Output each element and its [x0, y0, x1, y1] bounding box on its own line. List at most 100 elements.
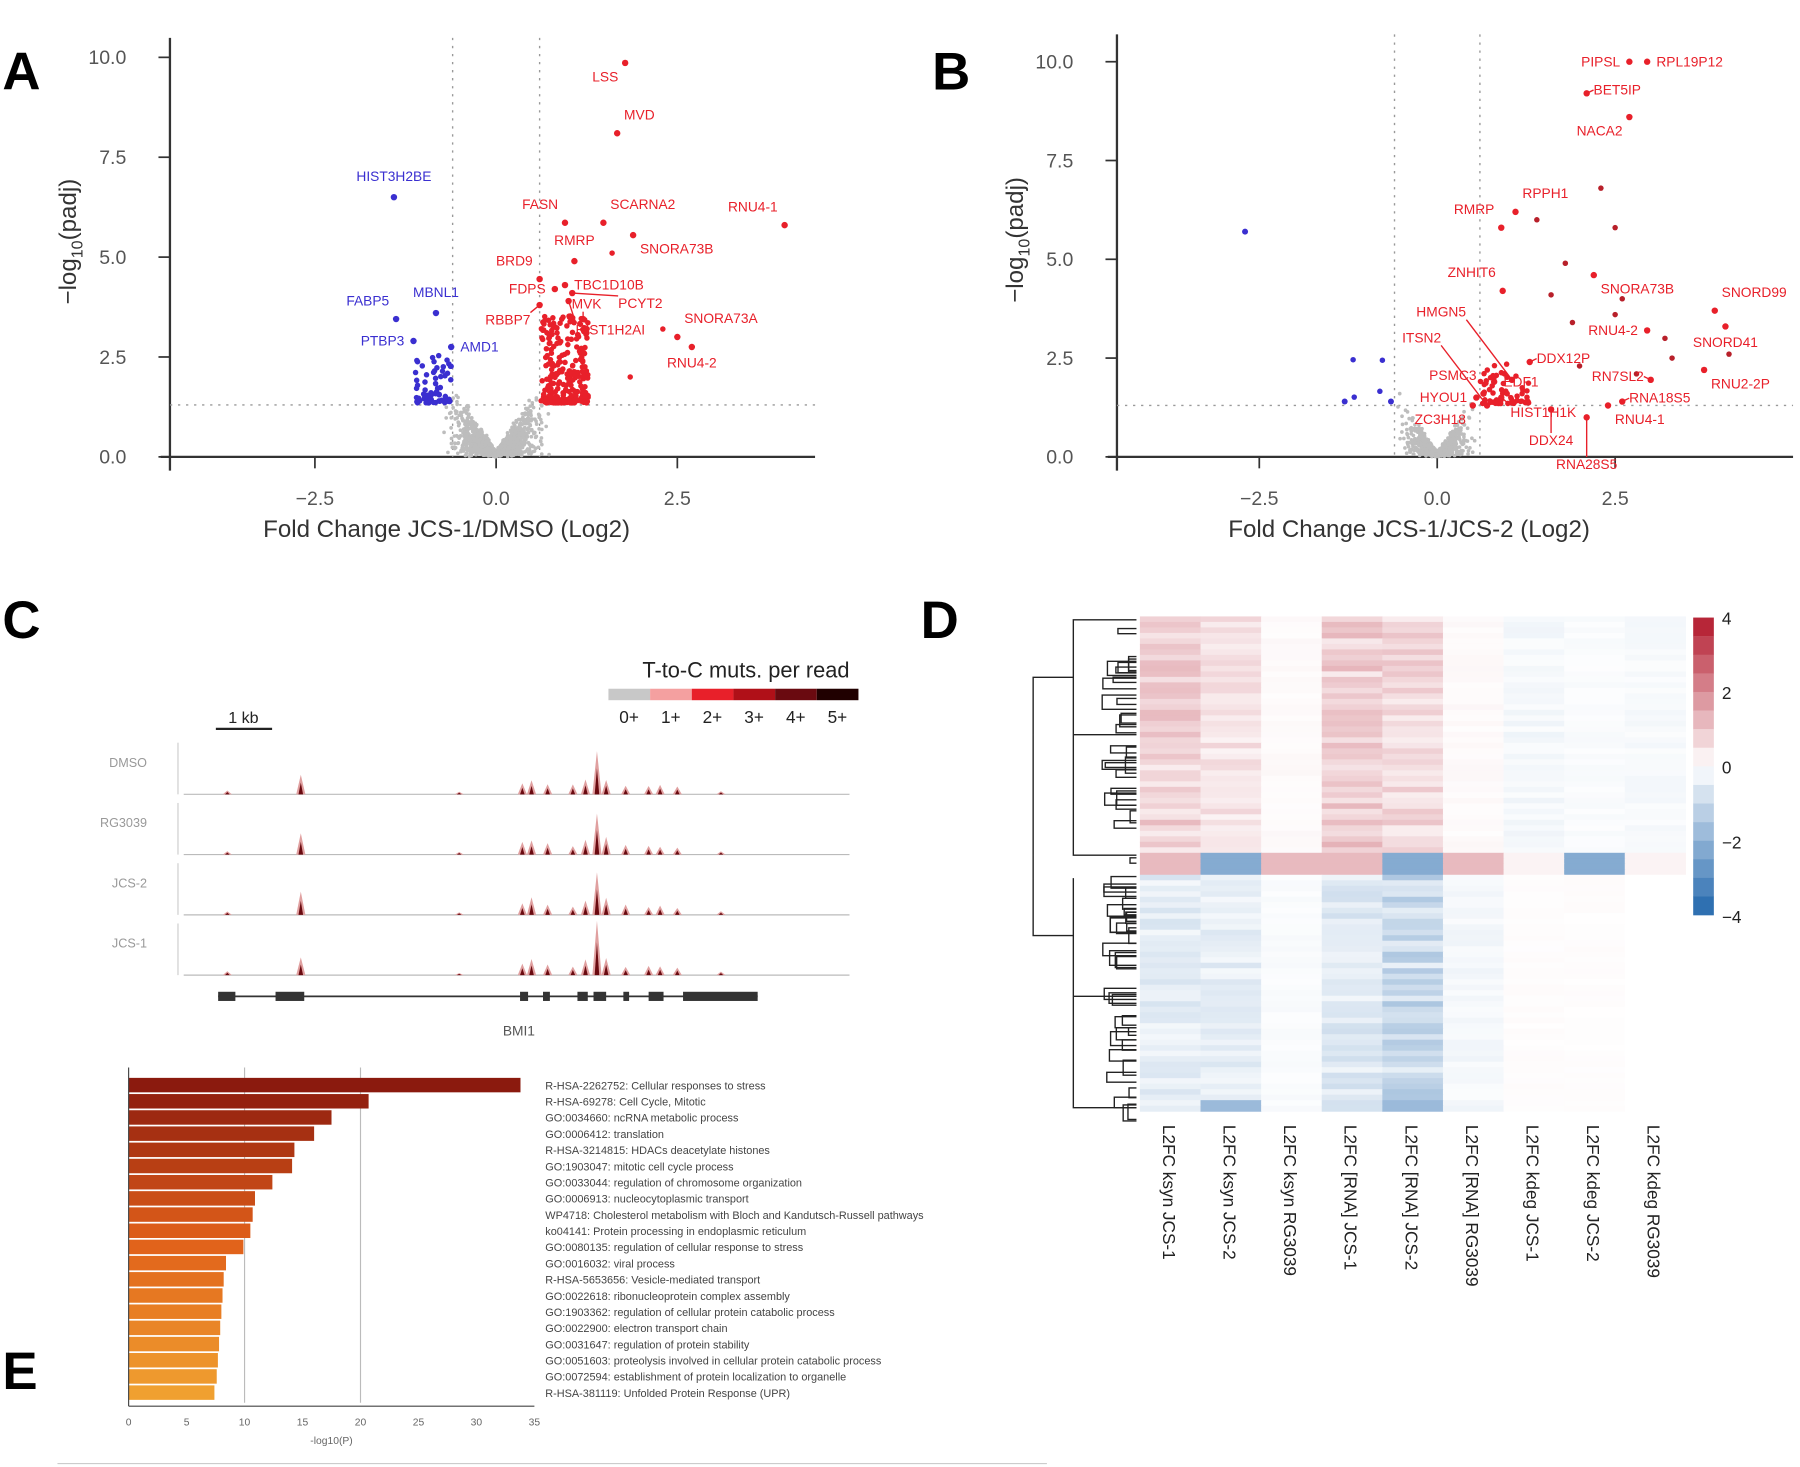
point-ns: [1425, 451, 1429, 456]
coverage-peak-mutations: [603, 904, 609, 915]
heatmap-cell: [1261, 687, 1323, 694]
coverage-peak-mutations: [623, 789, 628, 795]
point-ns: [513, 436, 518, 441]
gene-label: BRD9: [496, 253, 533, 268]
heatmap-cell: [1503, 1056, 1565, 1063]
heatmap-cell: [1503, 726, 1565, 733]
heatmap-cell: [1139, 825, 1202, 832]
point-ns: [1466, 448, 1471, 453]
coverage-peak-mutations: [545, 908, 550, 915]
heatmap-cell: [1382, 698, 1444, 705]
heatmap-cell: [1200, 1072, 1262, 1079]
point-labeled: [1499, 287, 1506, 295]
heatmap-cell: [1139, 929, 1202, 936]
heatmap-cell: [1261, 808, 1323, 815]
heatmap-cell: [1321, 814, 1383, 821]
heatmap-cell: [1139, 830, 1202, 837]
heatmap-cell: [1564, 1078, 1626, 1085]
bar: [128, 1255, 227, 1271]
heatmap-cell: [1261, 797, 1323, 804]
heatmap-cell: [1200, 869, 1262, 876]
heatmap-cell: [1624, 880, 1686, 887]
heatmap-cell: [1321, 913, 1383, 920]
heatmap-cell: [1442, 940, 1505, 947]
point-ns: [474, 444, 479, 449]
heatmap-cell: [1200, 896, 1262, 903]
heatmap-cell: [1139, 682, 1202, 689]
heatmap-cell: [1261, 1056, 1323, 1063]
point-ns: [516, 441, 521, 446]
heatmap-cell: [1564, 704, 1626, 711]
heatmap-cell: [1624, 1105, 1686, 1112]
heatmap-cell: [1200, 891, 1262, 898]
point-ns: [539, 452, 544, 456]
heatmap-cell: [1321, 1001, 1383, 1008]
heatmap-cell: [1442, 1056, 1505, 1063]
bar: [128, 1126, 315, 1141]
point-labeled: [1473, 394, 1480, 401]
heatmap-cell: [1321, 704, 1383, 711]
heatmap-cell: [1624, 676, 1686, 683]
point-ns: [478, 430, 483, 435]
point-ns: [504, 451, 508, 456]
coverage-peak-mutations: [657, 969, 663, 976]
heatmap-cell: [1261, 995, 1323, 1002]
heatmap-cell: [1564, 1012, 1626, 1019]
heatmap-cell: [1321, 643, 1383, 650]
gene-label: PCYT2: [618, 296, 662, 311]
dendrogram-leaf: [1117, 661, 1137, 674]
heatmap-cell: [1503, 649, 1565, 656]
exon: [577, 991, 588, 1001]
heatmap-cell: [1442, 654, 1505, 661]
heatmap-cell: [1442, 924, 1505, 931]
heatmap-cell: [1261, 726, 1323, 733]
heatmap-cell: [1139, 781, 1202, 788]
heatmap-cell: [1442, 726, 1505, 733]
heatmap-cell: [1321, 946, 1383, 953]
heatmap-cell: [1624, 737, 1686, 744]
coverage-peak-mutations: [298, 900, 304, 915]
heatmap-cell: [1624, 1001, 1686, 1008]
colorbar-step: [1693, 691, 1714, 711]
heatmap-cell: [1624, 869, 1686, 876]
heatmap-cell: [1442, 720, 1505, 727]
heatmap-cell: [1503, 737, 1565, 744]
point-up: [585, 392, 591, 399]
bar: [128, 1223, 251, 1238]
heatmap-cell: [1503, 682, 1565, 689]
point-down: [414, 382, 421, 389]
heatmap-cell: [1139, 918, 1202, 925]
point-ns: [462, 406, 466, 411]
enrichment-bar-chart-e: R-HSA-2262752: Cellular responses to str…: [126, 1067, 924, 1447]
heatmap-cell: [1139, 880, 1202, 887]
point-ns: [476, 433, 480, 437]
point-ns: [1404, 451, 1409, 456]
heatmap-cell: [1261, 962, 1323, 969]
heatmap-cell: [1139, 687, 1202, 694]
heatmap-cell: [1442, 885, 1505, 892]
gene-label: ZNHIT6: [1448, 265, 1497, 280]
point-ns: [454, 393, 459, 398]
heatmap-cell: [1564, 830, 1626, 837]
heatmap-cell: [1382, 962, 1444, 969]
point-ns: [462, 433, 467, 438]
y-tick-label: 10.0: [88, 47, 126, 69]
point-up: [1562, 260, 1569, 266]
significant-points: [412, 250, 666, 406]
heatmap-cell: [1442, 984, 1505, 991]
point-up: [1534, 217, 1540, 223]
point-ns: [517, 431, 522, 435]
heatmap-cell: [1382, 973, 1444, 980]
point-up: [569, 329, 576, 336]
heatmap-cell: [1261, 918, 1323, 925]
heatmap-cell: [1564, 737, 1626, 744]
x-tick-label: 5: [184, 1418, 190, 1429]
coverage-peak-mutations: [298, 964, 304, 976]
exon: [683, 991, 758, 1001]
heatmap-cell: [1624, 973, 1686, 980]
gene-label: RN7SL2: [1592, 369, 1644, 384]
heatmap-cell: [1321, 1056, 1383, 1063]
heatmap-cell: [1139, 847, 1202, 854]
heatmap-cell: [1200, 907, 1262, 914]
heatmap-cell: [1200, 830, 1262, 837]
